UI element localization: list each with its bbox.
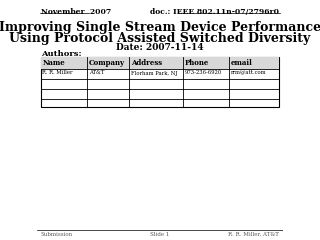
Text: doc.: IEEE 802.11n-07/2796r0: doc.: IEEE 802.11n-07/2796r0	[150, 8, 279, 16]
Bar	[41, 57, 279, 107]
Text: Date: 2007-11-14: Date: 2007-11-14	[116, 43, 204, 52]
Text: 973-236-6920: 973-236-6920	[185, 71, 222, 76]
Text: Address: Address	[131, 59, 162, 67]
Text: R. R. Miller: R. R. Miller	[43, 71, 73, 76]
Text: Submission: Submission	[41, 232, 73, 237]
Text: Phone: Phone	[185, 59, 209, 67]
Text: Improving Single Stream Device Performance: Improving Single Stream Device Performan…	[0, 21, 320, 34]
Text: email: email	[231, 59, 252, 67]
Text: November  2007: November 2007	[41, 8, 111, 16]
Text: Slide 1: Slide 1	[150, 232, 170, 237]
Text: Florham Park, NJ: Florham Park, NJ	[131, 71, 177, 76]
Text: Company: Company	[89, 59, 125, 67]
Text: Name: Name	[43, 59, 65, 67]
Text: R. R. Miller, AT&T: R. R. Miller, AT&T	[228, 232, 279, 237]
Bar	[41, 57, 279, 69]
Text: rrm@att.com: rrm@att.com	[231, 71, 266, 76]
Text: Using Protocol Assisted Switched Diversity: Using Protocol Assisted Switched Diversi…	[9, 32, 311, 45]
Text: AT&T: AT&T	[89, 71, 104, 76]
Text: Authors:: Authors:	[41, 50, 82, 58]
